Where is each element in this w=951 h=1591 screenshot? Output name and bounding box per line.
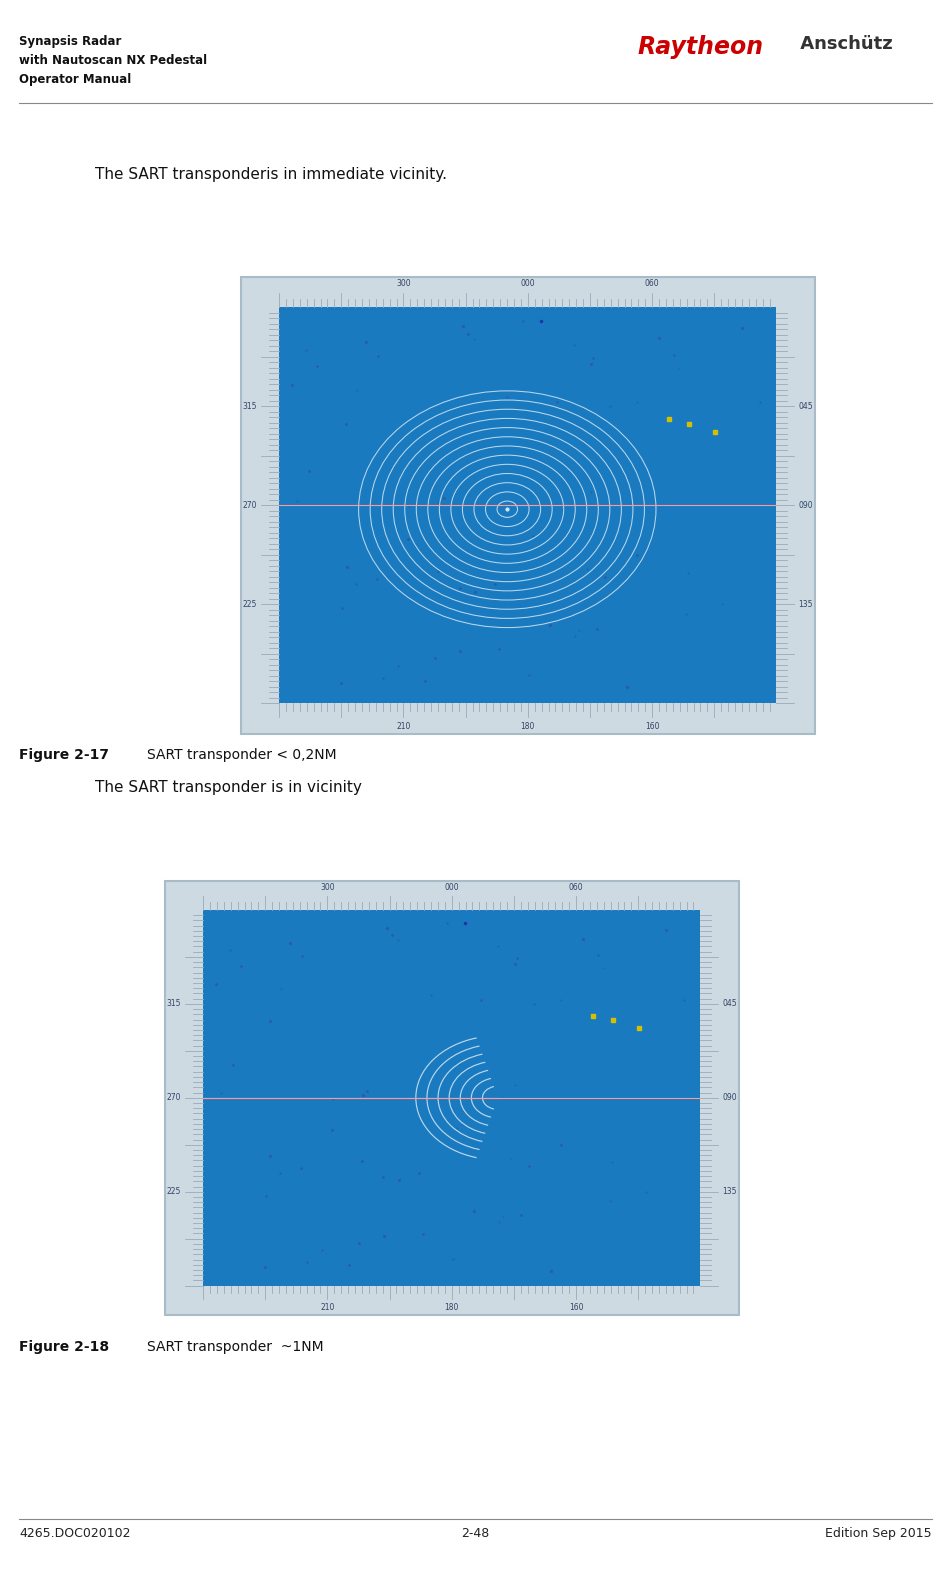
Text: 300: 300 — [397, 280, 411, 288]
Text: 210: 210 — [320, 1303, 335, 1313]
Text: 4265.DOC020102: 4265.DOC020102 — [19, 1527, 130, 1540]
Text: 225: 225 — [243, 600, 257, 609]
Text: Operator Manual: Operator Manual — [19, 73, 131, 86]
Text: 090: 090 — [799, 501, 813, 509]
Text: 210: 210 — [397, 722, 411, 730]
Text: 060: 060 — [645, 280, 659, 288]
Text: 045: 045 — [799, 401, 813, 410]
Text: 270: 270 — [166, 1093, 181, 1103]
Text: 045: 045 — [723, 999, 737, 1009]
Text: 135: 135 — [723, 1187, 737, 1196]
Bar — [204, 910, 700, 1286]
Text: Raytheon: Raytheon — [637, 35, 764, 59]
Text: 2-48: 2-48 — [461, 1527, 490, 1540]
Text: Synapsis Radar: Synapsis Radar — [19, 35, 122, 48]
Text: 000: 000 — [520, 280, 535, 288]
Text: 270: 270 — [243, 501, 257, 509]
Text: 000: 000 — [444, 883, 459, 893]
Text: The SART transponder is in vicinity: The SART transponder is in vicinity — [95, 780, 362, 794]
Text: Figure 2-18: Figure 2-18 — [19, 1340, 109, 1354]
Bar — [280, 307, 776, 703]
Text: Figure 2-17: Figure 2-17 — [19, 748, 109, 762]
Text: 225: 225 — [166, 1187, 181, 1196]
Text: with Nautoscan NX Pedestal: with Nautoscan NX Pedestal — [19, 54, 207, 67]
Text: 090: 090 — [723, 1093, 737, 1103]
Text: The SART transponderis in immediate vicinity.: The SART transponderis in immediate vici… — [95, 167, 447, 181]
Text: SART transponder < 0,2NM: SART transponder < 0,2NM — [147, 748, 337, 762]
Text: 315: 315 — [166, 999, 181, 1009]
Text: SART transponder  ~1NM: SART transponder ~1NM — [147, 1340, 324, 1354]
Text: 300: 300 — [320, 883, 335, 893]
Text: 135: 135 — [799, 600, 813, 609]
Text: Anschütz: Anschütz — [794, 35, 893, 53]
Text: 160: 160 — [645, 722, 659, 730]
Text: 060: 060 — [569, 883, 583, 893]
Text: 315: 315 — [243, 401, 257, 410]
Text: 180: 180 — [520, 722, 535, 730]
Text: Edition Sep 2015: Edition Sep 2015 — [825, 1527, 932, 1540]
Text: 160: 160 — [569, 1303, 583, 1313]
Text: 180: 180 — [444, 1303, 459, 1313]
